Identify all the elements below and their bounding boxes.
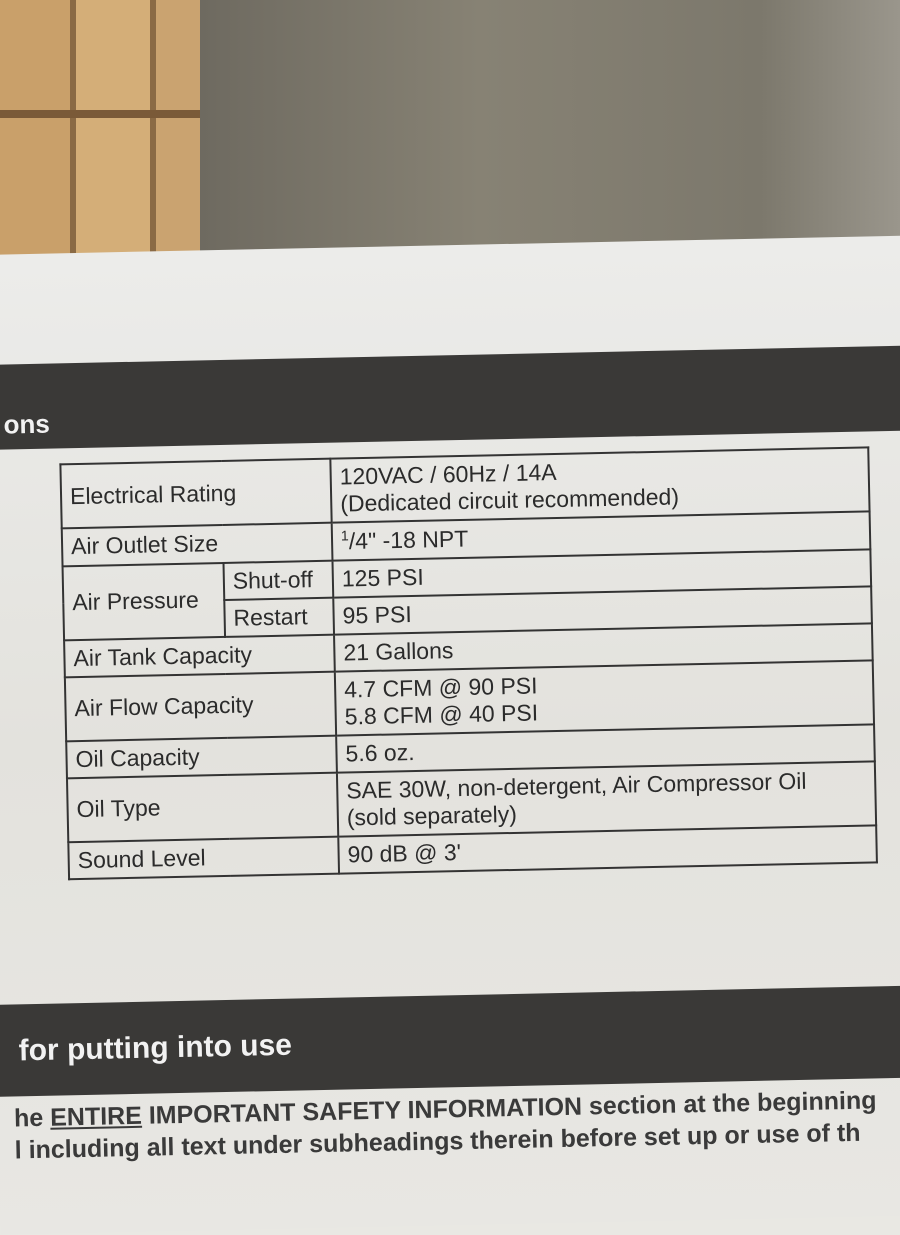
- electrical-rating-value: 120VAC / 60Hz / 14A (Dedicated circuit re…: [330, 447, 870, 523]
- section-header-text: for putting into use: [18, 1028, 293, 1068]
- oil-capacity-label: Oil Capacity: [66, 735, 337, 778]
- air-pressure-label: Air Pressure: [62, 562, 225, 640]
- text: he: [13, 1103, 51, 1133]
- fraction-rest: /4" -18 NPT: [348, 525, 469, 554]
- metal-surface: [200, 0, 900, 265]
- emphasis-text: ENTIRE: [49, 1101, 143, 1132]
- oil-type-label: Oil Type: [66, 772, 339, 842]
- sound-level-label: Sound Level: [68, 836, 340, 879]
- air-tank-label: Air Tank Capacity: [64, 634, 335, 677]
- manual-page: ons Electrical Rating 120VAC / 60Hz / 14…: [0, 234, 900, 1235]
- section-header-specifications: ons: [0, 344, 900, 450]
- section-header-text: ons: [3, 408, 51, 440]
- air-flow-value: 4.7 CFM @ 90 PSI 5.8 CFM @ 40 PSI: [334, 660, 875, 736]
- section-header-putting-into-use: for putting into use: [0, 984, 900, 1097]
- specifications-table: Electrical Rating 120VAC / 60Hz / 14A (De…: [59, 446, 878, 880]
- oil-type-value: SAE 30W, non-detergent, Air Compressor O…: [336, 761, 877, 837]
- safety-instructions: he ENTIRE IMPORTANT SAFETY INFORMATION s…: [14, 1084, 878, 1166]
- restart-label: Restart: [224, 597, 335, 637]
- electrical-rating-label: Electrical Rating: [60, 458, 332, 529]
- wood-background: [0, 0, 225, 300]
- shutoff-label: Shut-off: [223, 560, 334, 600]
- air-flow-label: Air Flow Capacity: [64, 671, 337, 741]
- air-outlet-label: Air Outlet Size: [61, 522, 333, 566]
